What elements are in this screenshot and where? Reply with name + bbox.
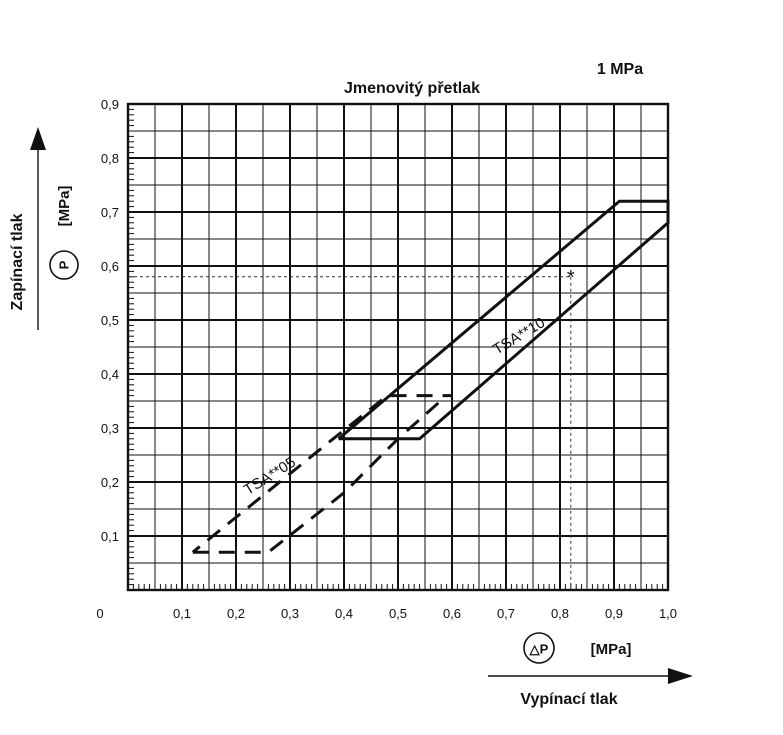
reference-lines xyxy=(128,276,572,590)
origin-label: 0 xyxy=(96,606,103,621)
y-tick-label: 0,7 xyxy=(101,205,119,220)
y-tick-label: 0,6 xyxy=(101,259,119,274)
x-tick-label: 0,7 xyxy=(497,606,515,621)
x-tick-label: 0,4 xyxy=(335,606,353,621)
series-tsa05-outline xyxy=(191,394,452,554)
y-tick-label: 0,3 xyxy=(101,421,119,436)
y-tick-label: 0,2 xyxy=(101,475,119,490)
x-tick-label: 0,9 xyxy=(605,606,623,621)
x-axis-arrow-icon xyxy=(668,668,693,684)
x-tick-label: 0,1 xyxy=(173,606,191,621)
x-axis-symbol: △P xyxy=(529,642,549,657)
edge-ticks xyxy=(127,103,669,591)
y-axis-unit: [MPa] xyxy=(56,186,73,227)
y-axis-label-group: Zapínací tlak P [MPa] xyxy=(9,127,79,330)
y-symbol-circle-icon xyxy=(49,250,79,280)
x-tick-label: 0,2 xyxy=(227,606,245,621)
x-symbol-circle-icon xyxy=(523,632,555,664)
marker-layer: * xyxy=(567,267,575,289)
x-tick-label: 0,3 xyxy=(281,606,299,621)
y-axis-arrow-icon xyxy=(30,127,46,150)
y-tick-label: 0,1 xyxy=(101,529,119,544)
chart-subtitle: 1 MPa xyxy=(597,61,643,78)
x-tick-label: 1,0 xyxy=(659,606,677,621)
x-axis-title: Vypínací tlak xyxy=(520,691,617,708)
y-tick-label: 0,4 xyxy=(101,367,119,382)
x-axis-unit: [MPa] xyxy=(591,641,632,658)
x-tick-label: 0,5 xyxy=(389,606,407,621)
y-axis-symbol: P xyxy=(57,260,72,269)
operating-point-marker: * xyxy=(567,267,575,289)
x-tick-labels: 0,1 0,2 0,3 0,4 0,5 0,6 0,7 0,8 0,9 1,0 xyxy=(173,606,677,621)
y-tick-label: 0,9 xyxy=(101,97,119,112)
x-axis-label-group: △P [MPa] Vypínací tlak xyxy=(488,632,693,708)
y-tick-label: 0,8 xyxy=(101,151,119,166)
y-tick-labels: 0,1 0,2 0,3 0,4 0,5 0,6 0,7 0,8 0,9 xyxy=(101,97,119,544)
y-axis-title: Zapínací tlak xyxy=(9,213,26,310)
x-tick-label: 0,8 xyxy=(551,606,569,621)
series-tsa10-outline xyxy=(337,199,670,441)
chart-title: Jmenovitý přetlak xyxy=(344,80,480,97)
x-tick-label: 0,6 xyxy=(443,606,461,621)
y-tick-label: 0,5 xyxy=(101,313,119,328)
